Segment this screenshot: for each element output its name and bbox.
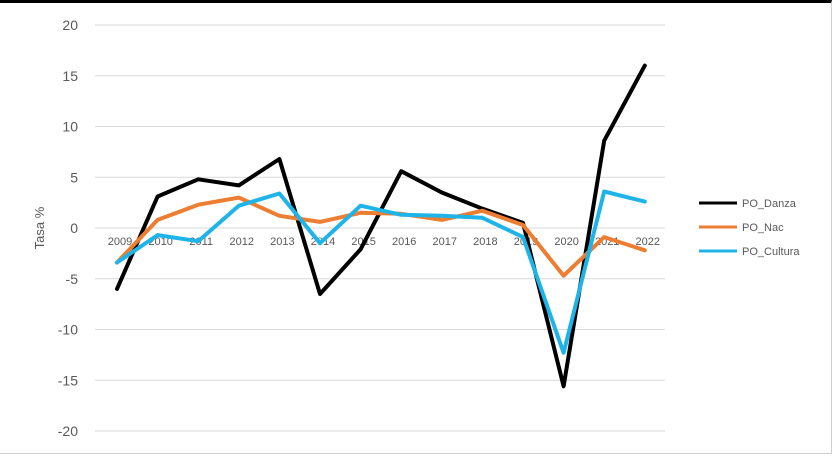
- legend-label: PO_Danza: [742, 198, 797, 210]
- y-tick-label: -5: [66, 271, 79, 287]
- x-tick-label: 2017: [433, 236, 457, 248]
- legend-label: PO_Cultura: [742, 246, 800, 258]
- legend-label: PO_Nac: [742, 222, 784, 234]
- series-line-po-nac: [115, 195, 647, 278]
- y-tick-label: 10: [62, 119, 78, 135]
- y-tick-label: -10: [58, 322, 78, 338]
- y-tick-label: -15: [58, 372, 78, 388]
- y-tick-label: 20: [62, 17, 78, 33]
- series-line-po-cultura: [115, 189, 647, 355]
- y-tick-label: -20: [58, 423, 78, 439]
- x-tick-label: 2013: [270, 236, 294, 248]
- x-tick-label: 2012: [230, 236, 254, 248]
- x-tick-label: 2009: [108, 236, 132, 248]
- y-tick-label: 15: [62, 68, 78, 84]
- x-tick-label: 2018: [473, 236, 497, 248]
- y-tick-label: 5: [70, 169, 78, 185]
- y-axis-label: Tasa %: [32, 206, 47, 249]
- y-tick-label: 0: [70, 220, 78, 236]
- x-tick-label: 2016: [392, 236, 416, 248]
- x-tick-label: 2022: [636, 236, 660, 248]
- x-tick-label: 2020: [554, 236, 578, 248]
